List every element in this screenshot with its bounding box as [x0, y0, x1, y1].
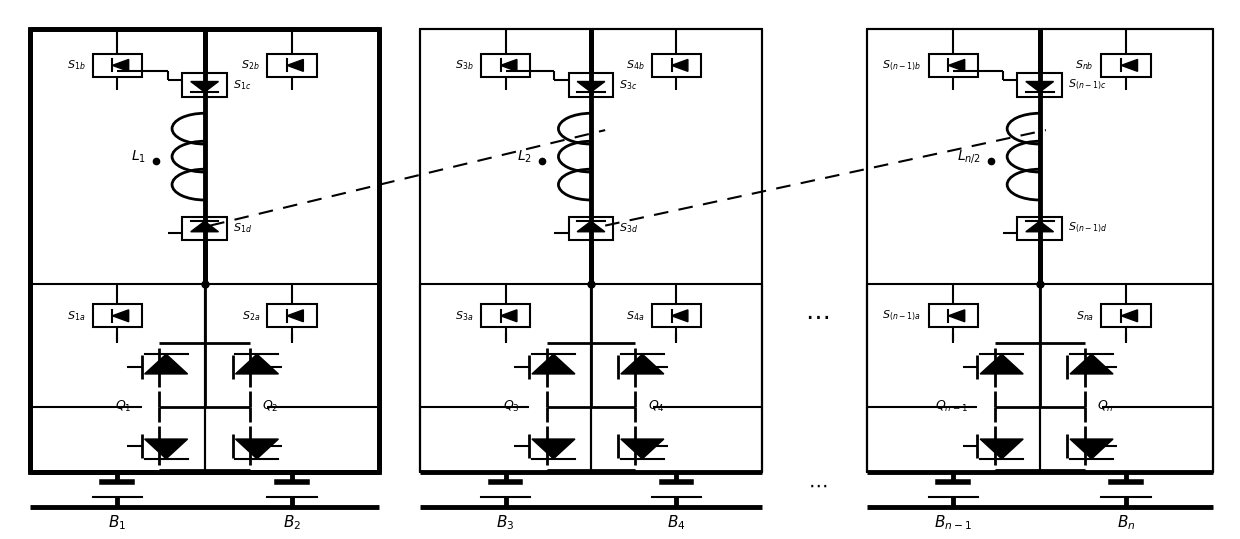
Polygon shape: [532, 354, 575, 374]
Bar: [93, 304, 141, 328]
Text: $S_{4b}$: $S_{4b}$: [626, 58, 645, 72]
Bar: [1018, 217, 1061, 240]
Polygon shape: [191, 221, 218, 232]
Text: $S_{4a}$: $S_{4a}$: [626, 309, 645, 323]
Polygon shape: [949, 59, 965, 71]
Bar: [93, 54, 141, 77]
Text: $Q_{n}$: $Q_{n}$: [1097, 399, 1114, 414]
Text: $S_{3d}$: $S_{3d}$: [620, 222, 639, 235]
Polygon shape: [1025, 81, 1054, 92]
Polygon shape: [1121, 310, 1137, 322]
Bar: [929, 54, 978, 77]
Polygon shape: [113, 310, 129, 322]
Bar: [1018, 73, 1061, 96]
Polygon shape: [1070, 354, 1114, 374]
Text: $S_{3c}$: $S_{3c}$: [620, 78, 637, 92]
Polygon shape: [621, 354, 663, 374]
Text: $Q_{4}$: $Q_{4}$: [647, 399, 665, 414]
Text: $S_{3b}$: $S_{3b}$: [455, 58, 474, 72]
Text: $Q_{n-1}$: $Q_{n-1}$: [935, 399, 967, 414]
Bar: [1101, 304, 1151, 328]
Text: $S_{1d}$: $S_{1d}$: [233, 222, 252, 235]
Text: $S_{nb}$: $S_{nb}$: [1075, 58, 1094, 72]
Text: $S_{1a}$: $S_{1a}$: [67, 309, 86, 323]
Text: $B_{4}$: $B_{4}$: [667, 513, 686, 532]
Text: $B_{2}$: $B_{2}$: [283, 513, 301, 532]
Polygon shape: [1070, 439, 1114, 459]
Polygon shape: [236, 354, 279, 374]
Text: $B_{3}$: $B_{3}$: [496, 513, 515, 532]
Polygon shape: [980, 439, 1023, 459]
Polygon shape: [236, 439, 279, 459]
Bar: [867, 29, 1213, 472]
Bar: [481, 304, 531, 328]
Bar: [569, 73, 614, 96]
Bar: [30, 29, 379, 472]
Bar: [929, 304, 978, 328]
Bar: [182, 73, 227, 96]
Text: $Q_{3}$: $Q_{3}$: [502, 399, 520, 414]
Text: $\cdots$: $\cdots$: [808, 476, 827, 495]
Bar: [268, 54, 316, 77]
Bar: [182, 217, 227, 240]
Text: $B_{n}$: $B_{n}$: [1117, 513, 1136, 532]
Text: $Q_{1}$: $Q_{1}$: [115, 399, 131, 414]
Bar: [481, 54, 531, 77]
Text: $S_{2b}$: $S_{2b}$: [242, 58, 260, 72]
Text: $S_{(n-1)a}$: $S_{(n-1)a}$: [883, 309, 921, 323]
Text: $L_{n/2}$: $L_{n/2}$: [957, 148, 981, 165]
Text: $S_{na}$: $S_{na}$: [1076, 309, 1094, 323]
Polygon shape: [672, 59, 688, 71]
Polygon shape: [1121, 59, 1137, 71]
Polygon shape: [191, 81, 218, 92]
Polygon shape: [501, 310, 517, 322]
Text: $S_{2a}$: $S_{2a}$: [242, 309, 260, 323]
Text: $Q_{2}$: $Q_{2}$: [263, 399, 279, 414]
Polygon shape: [286, 310, 304, 322]
Text: $L_{1}$: $L_{1}$: [131, 148, 146, 165]
Text: $S_{1b}$: $S_{1b}$: [67, 58, 86, 72]
Text: $S_{1c}$: $S_{1c}$: [233, 78, 252, 92]
Polygon shape: [532, 439, 575, 459]
Polygon shape: [621, 439, 663, 459]
Polygon shape: [286, 59, 304, 71]
Bar: [420, 29, 761, 472]
Text: $B_{n-1}$: $B_{n-1}$: [934, 513, 972, 532]
Bar: [569, 217, 614, 240]
Polygon shape: [113, 59, 129, 71]
Text: $\cdots$: $\cdots$: [806, 304, 830, 328]
Polygon shape: [577, 81, 605, 92]
Text: $B_{1}$: $B_{1}$: [108, 513, 126, 532]
Polygon shape: [501, 59, 517, 71]
Bar: [652, 54, 701, 77]
Bar: [1101, 54, 1151, 77]
Bar: [268, 304, 316, 328]
Polygon shape: [145, 354, 187, 374]
Text: $S_{3a}$: $S_{3a}$: [455, 309, 474, 323]
Text: $S_{(n-1)d}$: $S_{(n-1)d}$: [1068, 221, 1107, 236]
Polygon shape: [949, 310, 965, 322]
Polygon shape: [577, 221, 605, 232]
Polygon shape: [672, 310, 688, 322]
Polygon shape: [980, 354, 1023, 374]
Text: $S_{(n-1)c}$: $S_{(n-1)c}$: [1068, 78, 1107, 92]
Text: $S_{(n-1)b}$: $S_{(n-1)b}$: [882, 58, 921, 73]
Polygon shape: [1025, 221, 1054, 232]
Text: $L_{2}$: $L_{2}$: [517, 148, 532, 165]
Polygon shape: [145, 439, 187, 459]
Bar: [652, 304, 701, 328]
